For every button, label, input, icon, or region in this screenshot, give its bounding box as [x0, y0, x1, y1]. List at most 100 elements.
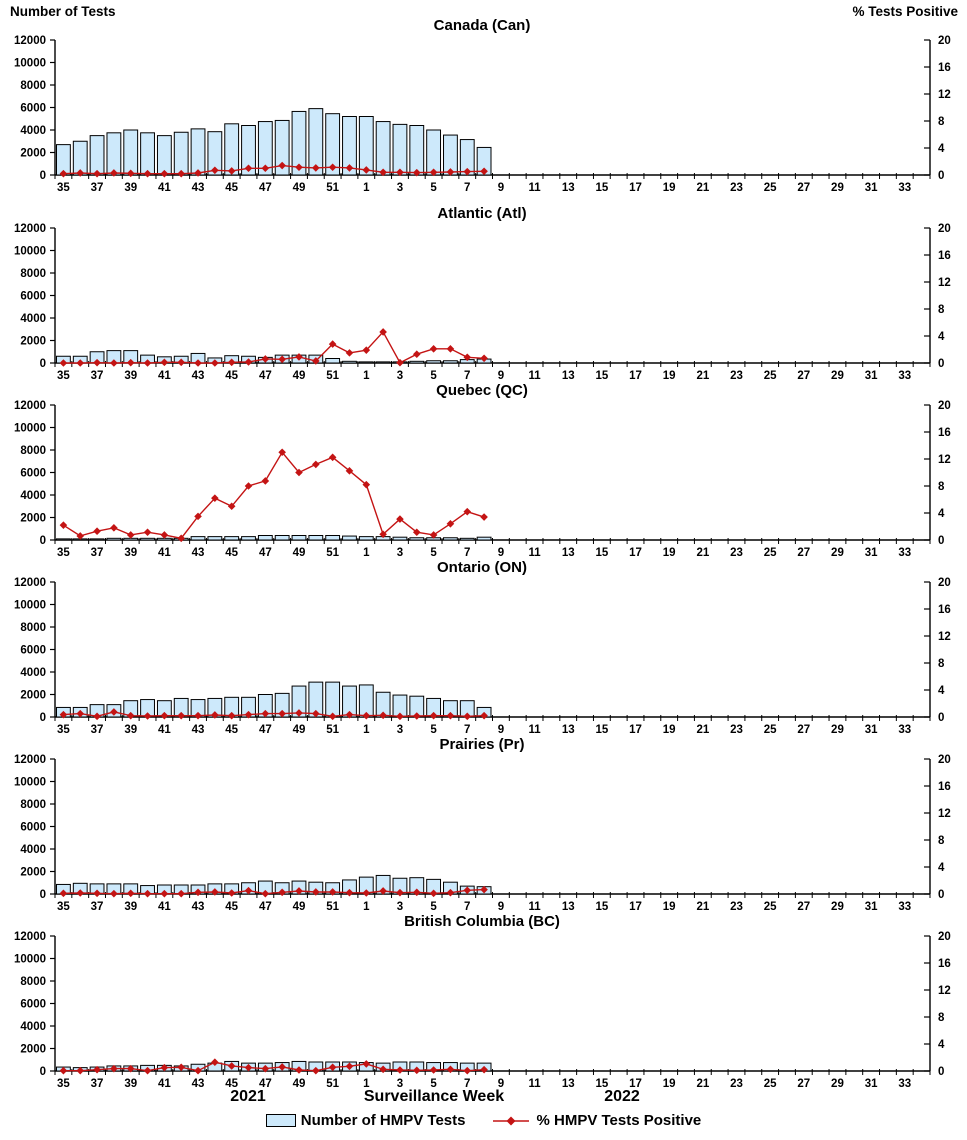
- x-axis-tick-label: 39: [124, 547, 137, 559]
- positivity-marker: [463, 886, 472, 895]
- x-axis-tick-label: 23: [730, 901, 743, 913]
- positivity-marker: [211, 166, 219, 175]
- positivity-marker: [59, 359, 68, 367]
- x-axis-tick-label: 39: [124, 901, 137, 913]
- left-axis-tick-label: 6000: [20, 291, 46, 303]
- left-axis-tick-label: 6000: [20, 103, 46, 115]
- positivity-marker: [177, 1063, 186, 1072]
- left-axis-tick-label: 10000: [14, 423, 46, 435]
- x-axis-tick-label: 49: [293, 724, 306, 736]
- x-axis-tick-label: 51: [326, 547, 339, 559]
- x-axis-tick-label: 17: [629, 547, 642, 559]
- x-axis-tick-label: 37: [91, 370, 104, 382]
- tests-bar: [207, 131, 223, 176]
- x-axis-tick-label: 33: [898, 1078, 911, 1090]
- right-axis-tick-label: 4: [938, 685, 945, 697]
- tests-bar: [358, 361, 374, 364]
- x-axis-tick-label: 51: [326, 1078, 339, 1090]
- x-axis-tick-label: 25: [764, 182, 777, 194]
- positivity-marker: [177, 889, 186, 898]
- x-axis-tick-label: 45: [225, 547, 238, 559]
- x-axis-tick-label: 37: [91, 724, 104, 736]
- left-axis-tick-label: 12000: [14, 35, 46, 47]
- right-axis-tick-label: 20: [938, 223, 951, 235]
- panel-title: Ontario (ON): [437, 559, 527, 576]
- positivity-marker: [76, 1066, 85, 1075]
- x-axis-tick-label: 15: [595, 370, 608, 382]
- positivity-marker: [480, 885, 488, 894]
- x-axis-tick-label: 47: [259, 182, 272, 194]
- positivity-marker: [143, 169, 152, 178]
- x-axis-tick-label: 7: [464, 182, 470, 194]
- positivity-marker: [379, 328, 387, 336]
- x-axis-tick-label: 5: [430, 370, 437, 382]
- left-axis-tick-label: 6000: [20, 999, 46, 1011]
- right-axis-tick-label: 12: [938, 808, 951, 820]
- x-axis-tick-label: 45: [225, 724, 238, 736]
- positivity-marker: [244, 482, 253, 490]
- x-axis-tick-label: 11: [528, 901, 541, 913]
- x-axis-tick-label: 13: [562, 901, 575, 913]
- x-axis-tick-label: 35: [57, 370, 70, 382]
- x-axis-tick-label: 1: [363, 1078, 370, 1090]
- right-axis-tick-label: 20: [938, 400, 951, 412]
- x-axis-tick-label: 31: [865, 370, 878, 382]
- x-axis-tick-label: 27: [797, 547, 810, 559]
- panel-atlantic-atl: Atlantic (Atl)02000400060008000100001200…: [14, 205, 951, 382]
- positivity-marker: [345, 710, 354, 719]
- x-axis-tick-label: 29: [831, 370, 844, 382]
- positivity-marker: [143, 359, 152, 367]
- legend-item-tests: Number of HMPV Tests: [265, 1112, 465, 1129]
- x-axis-tick-label: 37: [91, 901, 104, 913]
- x-axis-tick-label: 51: [326, 370, 339, 382]
- positivity-marker: [379, 530, 387, 539]
- left-axis-tick-label: 8000: [20, 976, 46, 988]
- x-axis-tick-label: 25: [764, 724, 777, 736]
- positivity-marker: [446, 888, 455, 897]
- left-axis-tick-label: 12000: [14, 754, 46, 766]
- positivity-marker: [396, 168, 404, 177]
- left-axis-tick-label: 0: [40, 1066, 46, 1078]
- x-axis-tick-label: 1: [363, 901, 370, 913]
- tests-bar: [358, 536, 374, 541]
- tests-bar: [409, 360, 425, 364]
- tests-bar: [140, 537, 155, 541]
- x-axis-tick-label: 11: [528, 182, 541, 194]
- x-axis-tick-label: 13: [562, 370, 575, 382]
- left-axis-tick-label: 4000: [20, 1021, 46, 1033]
- left-axis-tick-label: 0: [40, 358, 46, 370]
- x-axis-tick-label: 49: [293, 370, 306, 382]
- left-axis-title: Number of Tests: [10, 4, 116, 19]
- tests-bar: [426, 360, 442, 364]
- x-axis-tick-label: 9: [498, 182, 504, 194]
- positivity-marker: [463, 167, 472, 176]
- positivity-marker: [160, 1063, 169, 1072]
- positivity-marker: [429, 1066, 438, 1074]
- chart-footer: 2021 Surveillance Week 2022 Number of HM…: [0, 1087, 967, 1140]
- positivity-marker: [412, 350, 421, 359]
- x-axis-tick-label: 31: [865, 1078, 878, 1090]
- x-axis-tick-label: 39: [124, 724, 137, 736]
- positivity-marker: [227, 1062, 236, 1070]
- year-label-2022: 2022: [604, 1088, 640, 1105]
- right-axis-tick-label: 16: [938, 427, 951, 439]
- positivity-marker: [160, 358, 169, 367]
- left-axis-tick-label: 10000: [14, 58, 46, 70]
- left-axis-tick-label: 0: [40, 712, 46, 724]
- tests-bar: [190, 128, 206, 176]
- left-axis-tick-label: 0: [40, 889, 46, 901]
- x-axis-tick-label: 49: [293, 1078, 306, 1090]
- tests-bar: [173, 131, 189, 176]
- x-axis-tick-label: 1: [363, 724, 370, 736]
- x-axis-tick-label: 37: [91, 1078, 104, 1090]
- x-axis-tick-label: 5: [430, 901, 437, 913]
- x-axis-tick-label: 15: [595, 547, 608, 559]
- left-axis-tick-label: 6000: [20, 468, 46, 480]
- positivity-marker: [93, 527, 101, 536]
- right-axis-tick-label: 20: [938, 35, 951, 47]
- x-axis-tick-label: 19: [663, 370, 676, 382]
- x-axis-tick-label: 41: [158, 1078, 171, 1090]
- right-axis-tick-label: 12: [938, 89, 951, 101]
- x-axis-tick-label: 23: [730, 1078, 743, 1090]
- x-axis-tick-label: 29: [831, 547, 844, 559]
